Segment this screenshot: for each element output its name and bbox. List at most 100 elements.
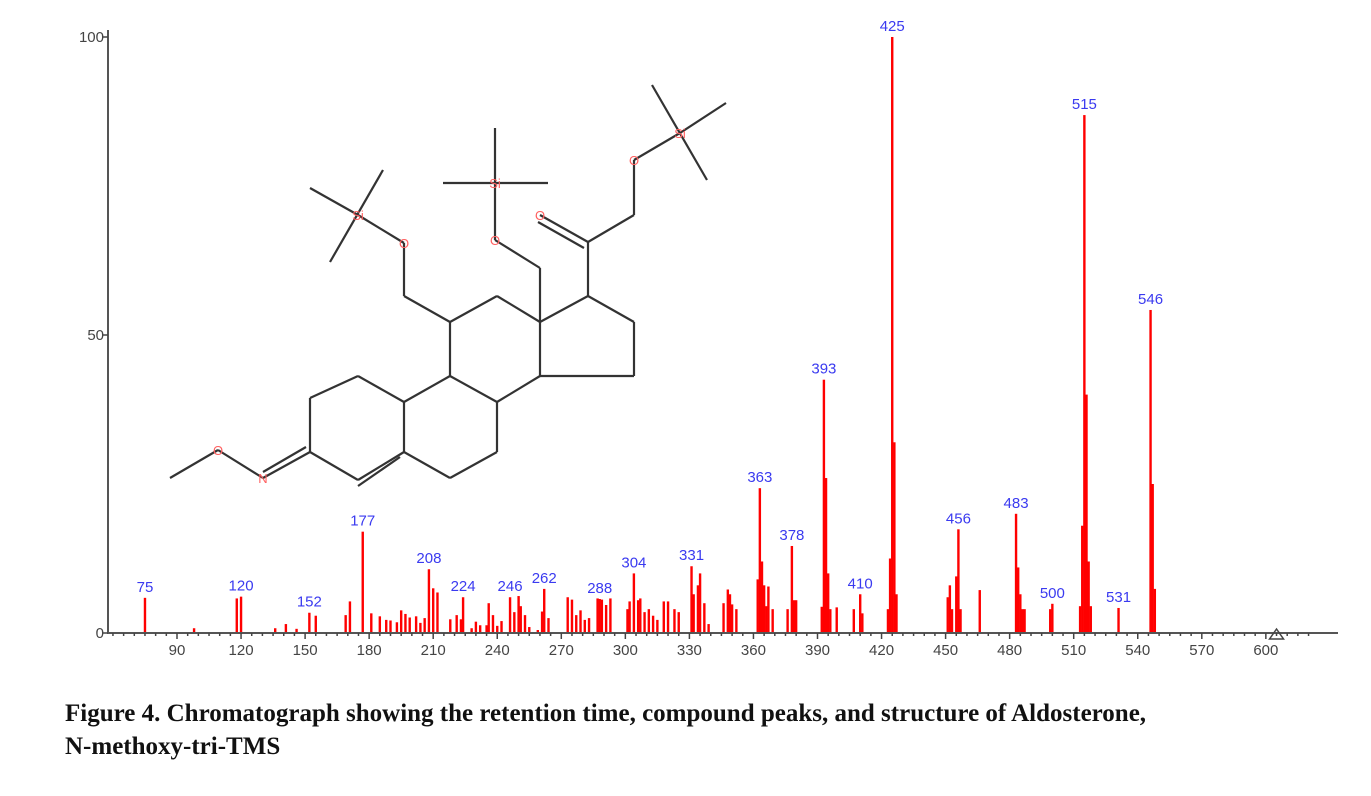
peak-bar-407: [852, 609, 855, 633]
x-tick-label: 600: [1253, 642, 1278, 659]
peak-label-410: 410: [848, 575, 873, 592]
range-marker-icon: [1268, 627, 1285, 640]
peak-bar-177: [361, 531, 364, 633]
peak-bar-181: [370, 613, 373, 633]
peak-label-288: 288: [587, 580, 612, 597]
peak-bar-98: [192, 628, 196, 633]
peak-bar-348: [726, 589, 730, 633]
peak-bar-199: [408, 617, 411, 633]
peak-bar-204: [419, 622, 422, 633]
x-tick-label: 90: [169, 642, 186, 659]
peak-bar-250: [517, 596, 520, 633]
peak-bar-235: [485, 625, 488, 633]
peak-bar-223: [459, 619, 463, 633]
peak-bar-395: [826, 573, 830, 633]
peak-bar-451: [946, 597, 949, 633]
peak-bar-456: [957, 529, 960, 633]
peak-bar-362: [756, 579, 759, 633]
peak-bar-483: [1014, 513, 1018, 633]
peak-bar-548: [1153, 588, 1157, 633]
peak-bar-293: [609, 598, 612, 633]
peak-bar-484: [1016, 567, 1020, 633]
bond: [309, 375, 359, 399]
caption-line-2: N-methoxy-tri-TMS: [65, 733, 281, 760]
peak-bar-499: [1049, 609, 1052, 633]
peak-bar-369: [771, 609, 774, 633]
bond: [496, 295, 541, 323]
peak-label-531: 531: [1106, 589, 1131, 606]
peak-bar-364: [760, 561, 764, 633]
bond: [403, 295, 451, 323]
peak-bar-279: [579, 610, 582, 633]
peak-bar-193: [395, 622, 399, 633]
peak-bar-307: [639, 598, 642, 633]
peak-bar-277: [575, 615, 578, 633]
peak-bar-236: [487, 603, 490, 633]
peak-label-393: 393: [811, 361, 836, 378]
peak-bar-423: [886, 609, 890, 633]
bond: [217, 449, 264, 479]
x-tick-label: 570: [1189, 642, 1214, 659]
peak-bar-376: [786, 609, 789, 633]
peak-bar-334: [696, 585, 700, 633]
x-tick-label: 360: [741, 642, 766, 659]
peak-bar-248: [513, 612, 516, 633]
atom-label: Si: [674, 126, 686, 141]
atom-label: O: [629, 153, 639, 168]
x-tick-label: 240: [485, 642, 510, 659]
peak-bar-171: [348, 601, 352, 633]
bond: [449, 375, 498, 403]
bond: [357, 214, 405, 244]
peak-bar-379: [792, 600, 796, 633]
peak-bar-190: [389, 620, 392, 633]
peak-bar-291: [604, 604, 608, 633]
peak-bar-349: [728, 594, 732, 633]
peak-bar-289: [600, 599, 604, 633]
x-tick-label: 420: [869, 642, 894, 659]
peak-bar-424: [888, 558, 892, 633]
peak-bar-188: [385, 619, 388, 633]
bond: [539, 295, 589, 323]
peak-bar-394: [824, 478, 828, 633]
bond: [587, 214, 635, 243]
peak-label-246: 246: [498, 578, 523, 595]
peak-bar-323: [673, 609, 676, 633]
bond: [496, 375, 541, 403]
double-bond: [357, 456, 401, 487]
peak-bar-253: [523, 615, 527, 633]
y-tick-label: 0: [96, 625, 104, 642]
peak-bar-366: [765, 606, 768, 633]
peak-label-500: 500: [1040, 585, 1065, 602]
y-tick-label: 100: [79, 29, 104, 46]
peak-bar-208: [427, 569, 431, 633]
figure-caption: Figure 4. Chromatograph showing the rete…: [65, 697, 1365, 763]
bond: [539, 214, 589, 243]
bond: [449, 295, 498, 323]
peak-bar-325: [677, 612, 680, 633]
atom-label: Si: [489, 176, 501, 191]
x-tick-label: 510: [1061, 642, 1086, 659]
peak-bar-367: [767, 586, 770, 633]
peak-bar-281: [583, 619, 586, 633]
peak-bar-169: [344, 615, 347, 633]
x-tick-label: 390: [805, 642, 830, 659]
peak-bar-301: [626, 609, 629, 633]
peak-bar-337: [703, 603, 706, 633]
bond: [679, 102, 727, 134]
peak-bar-197: [404, 613, 407, 633]
peak-label-208: 208: [416, 550, 441, 567]
bond: [494, 239, 541, 269]
atom-label: O: [490, 233, 500, 248]
peak-bar-399: [835, 607, 838, 633]
peak-label-456: 456: [946, 510, 971, 527]
peak-bar-332: [692, 594, 695, 633]
peak-label-262: 262: [532, 570, 557, 587]
peak-bar-288: [598, 599, 601, 633]
peak-label-483: 483: [1004, 495, 1029, 512]
peak-bar-411: [861, 613, 864, 633]
bond: [169, 449, 219, 479]
peak-bar-516: [1085, 394, 1088, 633]
atom-label: Si: [352, 208, 364, 223]
peak-label-425: 425: [880, 18, 905, 35]
peak-bar-547: [1151, 484, 1154, 633]
